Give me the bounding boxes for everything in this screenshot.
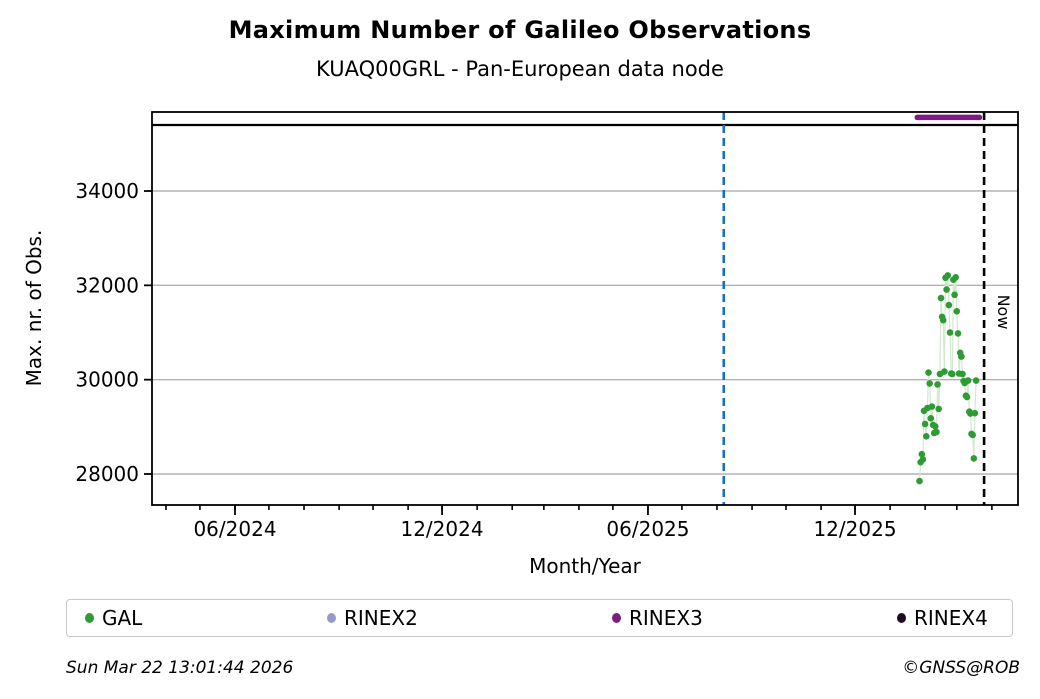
gal-data-point xyxy=(951,291,958,299)
x-tick-label: 12/2024 xyxy=(400,517,483,541)
gal-data-point xyxy=(969,431,976,439)
legend: GAL RINEX2 RINEX3 RINEX4 xyxy=(66,599,1013,637)
rinex3-marker-icon xyxy=(612,612,621,623)
y-axis-ticks: 28000 30000 32000 34000 xyxy=(75,179,152,486)
x-axis-label: Month/Year xyxy=(529,554,641,578)
gal-data-point xyxy=(925,369,932,376)
gal-data-point xyxy=(937,294,945,302)
legend-label-rinex2: RINEX2 xyxy=(344,605,418,630)
gal-data-point xyxy=(921,420,929,428)
gal-marker-icon xyxy=(85,612,94,623)
rinex4-marker-icon xyxy=(897,612,906,623)
gal-data-point xyxy=(964,377,972,384)
gal-data-point xyxy=(970,455,978,462)
gal-data-point xyxy=(963,393,971,401)
y-gridlines xyxy=(152,190,1018,475)
rinex2-marker-icon xyxy=(327,612,336,623)
y-axis-label: Max. nr. of Obs. xyxy=(22,229,46,387)
x-tick-label: 06/2024 xyxy=(193,517,276,541)
plot-frame xyxy=(151,111,1019,506)
plot-timestamp: Sun Mar 22 13:01:44 2026 xyxy=(66,658,294,678)
legend-item-rinex3: RINEX3 xyxy=(612,600,703,635)
gal-data-point xyxy=(959,370,966,378)
gal-data-point xyxy=(954,330,962,337)
gal-data-point xyxy=(952,274,959,281)
gal-data-point xyxy=(944,272,952,279)
gal-data-point xyxy=(953,308,961,315)
gal-data-point xyxy=(945,301,953,309)
gal-data-point xyxy=(971,409,979,417)
x-axis-ticks: 06/2024 12/2024 06/2025 12/2025 xyxy=(193,505,897,541)
gal-data-point xyxy=(916,477,923,485)
gal-data-point xyxy=(918,450,926,458)
gal-data-point xyxy=(933,428,940,436)
x-tick-label: 12/2025 xyxy=(813,517,896,541)
gal-data-point xyxy=(946,329,954,336)
gal-data-point xyxy=(919,456,927,463)
y-tick-label: 34000 xyxy=(75,179,139,203)
legend-item-rinex4: RINEX4 xyxy=(897,600,988,635)
y-tick-label: 32000 xyxy=(75,273,139,297)
gal-scatter-points xyxy=(916,272,980,485)
legend-item-gal: GAL xyxy=(85,600,142,635)
gal-data-point xyxy=(958,353,965,360)
gal-data-point xyxy=(972,377,980,384)
gal-data-point xyxy=(926,380,933,387)
gal-data-point xyxy=(932,423,939,430)
gal-data-point xyxy=(949,370,956,378)
chart-subtitle: KUAQ00GRL - Pan-European data node xyxy=(316,57,724,81)
gal-data-point xyxy=(923,433,930,440)
gal-data-point xyxy=(939,316,947,324)
gal-data-point xyxy=(935,405,942,413)
x-tick-label: 06/2025 xyxy=(606,517,689,541)
legend-label-rinex3: RINEX3 xyxy=(629,605,703,630)
y-tick-label: 30000 xyxy=(75,368,139,392)
y-tick-label: 28000 xyxy=(75,462,139,486)
legend-item-rinex2: RINEX2 xyxy=(327,600,418,635)
legend-label-gal: GAL xyxy=(102,605,143,630)
legend-label-rinex4: RINEX4 xyxy=(914,605,988,630)
gal-data-point xyxy=(941,368,948,375)
credit-text: ©GNSS@ROB xyxy=(902,658,1020,678)
chart-title: Maximum Number of Galileo Observations xyxy=(228,16,812,44)
gal-data-point xyxy=(928,403,936,410)
gal-data-point xyxy=(927,415,935,422)
gal-data-point xyxy=(934,381,941,388)
now-label: Now xyxy=(994,295,1013,330)
gal-data-point xyxy=(943,286,950,293)
